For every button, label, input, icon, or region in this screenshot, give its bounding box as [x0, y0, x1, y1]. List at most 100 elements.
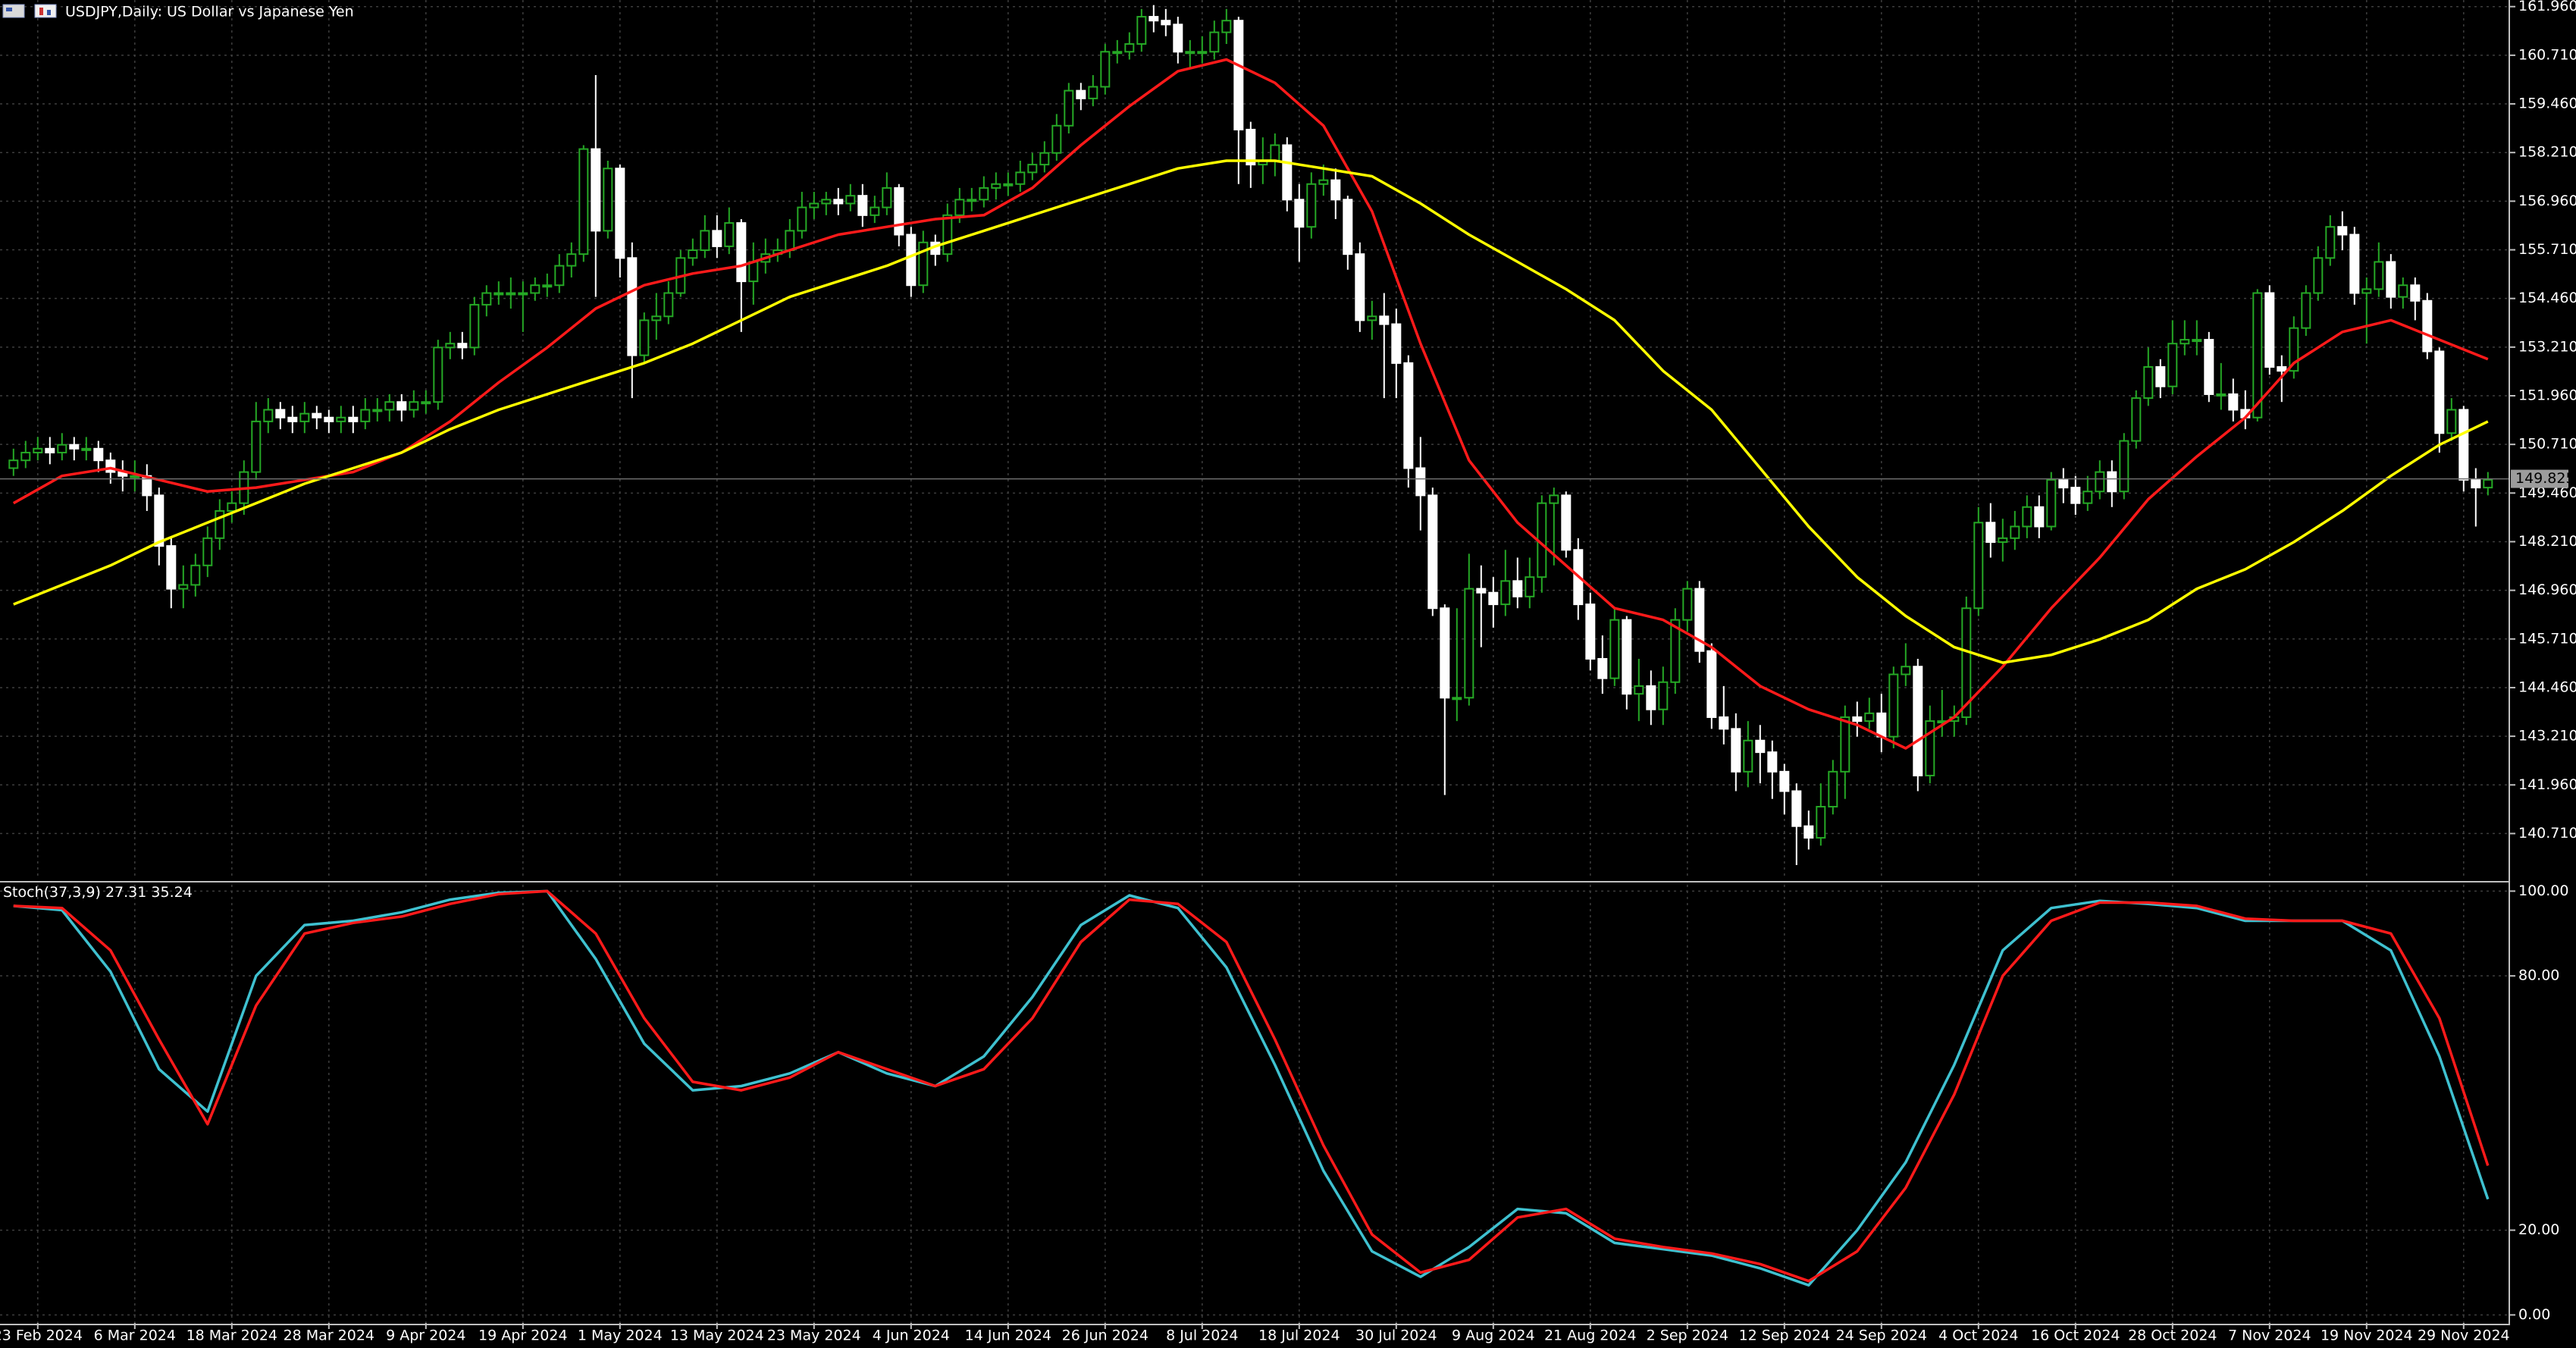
candle-body: [1925, 720, 1935, 776]
last-price-box: [2511, 469, 2568, 488]
candle-body: [360, 409, 371, 422]
x-tick-label: 29 Nov 2024: [2418, 1328, 2510, 1344]
y-tick-label: 148.210: [2518, 533, 2576, 550]
chart-icon: [34, 4, 57, 18]
candle-body: [1597, 657, 1608, 679]
x-tick-label: 13 May 2024: [670, 1328, 764, 1344]
candle-body: [1646, 685, 1656, 710]
candle-body: [2058, 478, 2069, 489]
candle-body: [1743, 739, 1753, 773]
candle-body: [1670, 619, 1681, 683]
candle-body: [2228, 393, 2239, 411]
y-tick-label: 151.960: [2518, 387, 2576, 404]
candle-body: [469, 303, 480, 349]
candle-body: [202, 537, 213, 566]
candle-body: [1791, 790, 1802, 827]
candle-body: [918, 241, 929, 287]
candle-body: [894, 187, 904, 236]
candle-body: [227, 502, 237, 512]
candle-body: [1512, 580, 1523, 597]
x-tick-label: 2 Sep 2024: [1647, 1328, 1728, 1344]
x-tick-label: 8 Jul 2024: [1166, 1328, 1238, 1344]
candle-body: [1185, 51, 1196, 55]
candle-body: [639, 319, 650, 356]
y-tick-label: 0.00: [2518, 1306, 2550, 1323]
candle-body: [2204, 339, 2214, 395]
grid: [0, 0, 2509, 1323]
candle-body: [215, 509, 225, 539]
candle-body: [2361, 288, 2372, 294]
candle-body: [1173, 24, 1183, 53]
x-tick-label: 6 Mar 2024: [94, 1328, 176, 1344]
candle-body: [154, 494, 165, 547]
candle-body: [190, 564, 201, 586]
y-tick-label: 141.960: [2518, 776, 2576, 793]
candle-body: [1840, 716, 1851, 773]
candle-body: [1427, 494, 1438, 610]
candle-body: [1779, 770, 1790, 792]
candle-body: [1767, 751, 1778, 773]
x-tick-label: 18 Mar 2024: [186, 1328, 277, 1344]
last-price-label: 149.825: [2515, 470, 2575, 487]
candle-body: [1124, 43, 1135, 53]
candle-body: [1100, 51, 1111, 88]
y-tick-label: 140.710: [2518, 825, 2576, 842]
candle-body: [1039, 152, 1050, 166]
x-tick-label: 24 Sep 2024: [1836, 1328, 1927, 1344]
candle-body: [1221, 20, 1232, 33]
candle-body: [69, 444, 80, 450]
candle-body: [166, 545, 177, 590]
candle-body: [724, 222, 735, 247]
moving-average-line: [12, 58, 2489, 750]
candle-body: [1403, 362, 1414, 469]
y-tick-label: 160.710: [2518, 46, 2576, 63]
chart-icon-part: [39, 8, 43, 15]
candle-body: [748, 261, 759, 283]
candle-body: [2046, 478, 2057, 528]
candle-body: [845, 195, 856, 205]
marks: [0, 5, 2509, 1287]
y-tick-label: 20.00: [2518, 1221, 2559, 1238]
candle-body: [263, 409, 274, 422]
candle-body: [1294, 199, 1305, 228]
candle-body: [1270, 144, 1280, 161]
x-tick-label: 26 Jun 2024: [1062, 1328, 1149, 1344]
candle-body: [942, 214, 953, 255]
candle-body: [348, 416, 359, 422]
candle-body: [251, 420, 262, 473]
candle-body: [299, 412, 310, 422]
candle-body: [1282, 144, 1293, 201]
candle-body: [2471, 478, 2481, 489]
x-tick-label: 1 May 2024: [578, 1328, 663, 1344]
x-tick-label: 21 Aug 2024: [1544, 1328, 1637, 1344]
candle-body: [409, 401, 419, 411]
y-tick-label: 149.460: [2518, 484, 2576, 501]
candle-body: [566, 253, 577, 267]
candle-body: [324, 416, 334, 422]
candle-body: [2192, 339, 2202, 343]
candle-body: [2070, 487, 2081, 504]
indicator-signal-value: 35.24: [151, 884, 192, 901]
candle-body: [372, 409, 383, 412]
candle-body: [2167, 343, 2178, 387]
candle-body: [1088, 86, 1098, 99]
y-tick-label: 154.460: [2518, 290, 2576, 306]
candle-body: [688, 249, 698, 259]
candle-body: [615, 168, 625, 259]
candle-body: [1464, 588, 1474, 699]
candle-body: [954, 199, 965, 216]
candle-body: [651, 315, 662, 321]
x-tick-label: 28 Mar 2024: [284, 1328, 374, 1344]
y-tick-label: 144.460: [2518, 679, 2576, 695]
candle-body: [130, 475, 140, 478]
candle-body: [1330, 179, 1341, 201]
y-tick-label: 161.960: [2518, 0, 2576, 14]
candle-body: [336, 416, 346, 422]
candle-body: [481, 292, 492, 306]
y-tick-label: 156.960: [2518, 193, 2576, 209]
candle-body: [1864, 712, 1875, 723]
candle-body: [1622, 619, 1632, 695]
candle-body: [2325, 226, 2336, 259]
candle-body: [1306, 183, 1317, 228]
candle-body: [870, 206, 880, 216]
